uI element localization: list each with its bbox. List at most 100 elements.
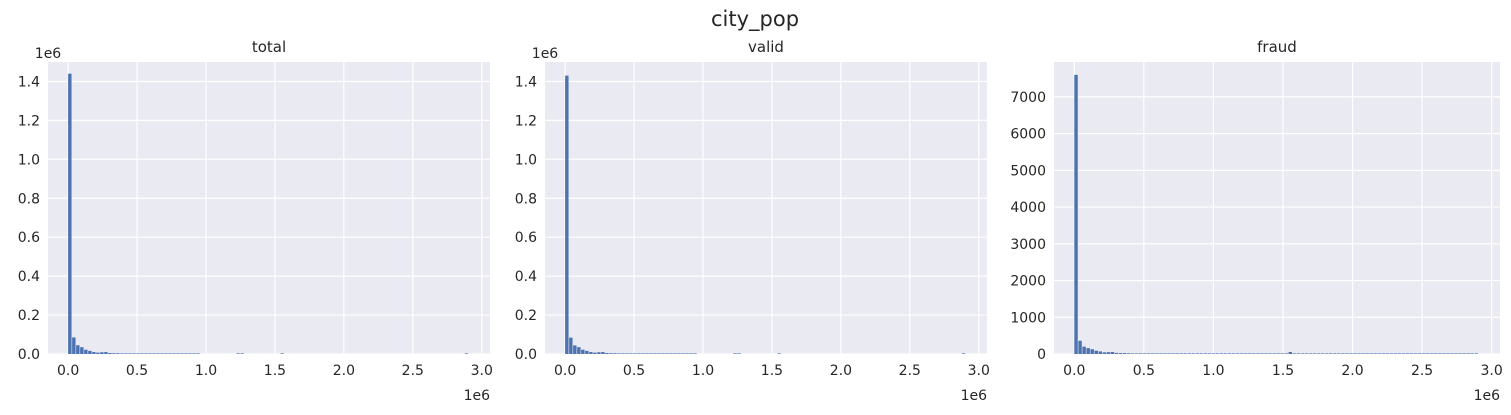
histogram-bar xyxy=(573,345,577,354)
y-tick-label: 1.2 xyxy=(515,113,537,129)
x-tick-label: 3.0 xyxy=(1481,363,1503,379)
histogram-bar xyxy=(581,349,585,354)
x-tick-label: 3.0 xyxy=(471,363,493,379)
histogram-bar xyxy=(180,353,184,354)
histogram-bar xyxy=(1090,349,1094,354)
histogram-bar xyxy=(1280,353,1284,354)
histogram-bar xyxy=(1086,348,1090,354)
x-tick-label: 2.0 xyxy=(1341,363,1363,379)
histogram-bar xyxy=(1320,353,1325,354)
y-tick-label: 1.0 xyxy=(515,152,537,168)
histogram-bar xyxy=(128,353,132,354)
histogram-bar xyxy=(1373,353,1377,354)
histogram-bar xyxy=(1078,340,1082,354)
histogram-bar xyxy=(1430,353,1434,354)
x-tick-label: 1.0 xyxy=(195,363,217,379)
x-tick-label: 0.0 xyxy=(1063,363,1085,379)
histogram-bar xyxy=(565,75,569,355)
subplot-fraud: fraud 0.0 0.5 1.0 1.5 2.0 2.5 3.0 0 1000 2000 3000 4… xyxy=(1010,38,1502,404)
x-tick-label: 0.5 xyxy=(1133,363,1155,379)
y-tick-label: 1.4 xyxy=(18,74,40,90)
histogram-bar xyxy=(88,350,92,354)
histogram-bar xyxy=(96,352,100,354)
histogram-bar xyxy=(1143,353,1147,354)
y-tick-label: 0.2 xyxy=(18,308,40,324)
histogram-bar xyxy=(1333,353,1337,354)
histogram-bar xyxy=(148,353,152,354)
histogram-bar xyxy=(1470,353,1474,354)
histogram-bar xyxy=(1446,353,1450,354)
histogram-bar xyxy=(1256,353,1260,354)
histogram-bar xyxy=(1312,353,1317,354)
histogram-bar xyxy=(164,353,168,354)
histogram-bar xyxy=(601,352,605,354)
histogram-bar xyxy=(1098,351,1103,354)
histogram-bar xyxy=(1450,353,1454,354)
subplot-title: valid xyxy=(748,38,784,56)
histogram-bar xyxy=(777,353,781,354)
y-tick-label: 2000 xyxy=(1010,274,1046,290)
y-tick-label: 0.6 xyxy=(515,230,537,246)
histogram-bar xyxy=(156,353,160,354)
x-offset-text: 1e6 xyxy=(1474,388,1501,404)
histogram-bar xyxy=(593,352,597,354)
histogram-bar xyxy=(92,352,96,354)
histogram-bar xyxy=(196,353,200,354)
histogram-bar xyxy=(1417,353,1422,354)
x-tick-label: 1.0 xyxy=(692,363,714,379)
histogram-bar xyxy=(1199,353,1204,354)
y-tick-label: 0.0 xyxy=(18,347,40,363)
histogram-bar xyxy=(1114,352,1119,354)
histogram-bar xyxy=(160,353,164,354)
histogram-bar xyxy=(172,353,176,354)
x-tick-label: 1.5 xyxy=(761,363,783,379)
histogram-bar xyxy=(569,337,573,354)
histogram-bar xyxy=(609,353,613,354)
y-tick-label: 0.2 xyxy=(515,308,537,324)
histogram-bar xyxy=(645,353,649,354)
histogram-bar xyxy=(1442,353,1446,354)
histogram-bar xyxy=(605,353,609,354)
histogram-bar xyxy=(1134,353,1139,354)
histogram-bar xyxy=(1385,353,1390,354)
histogram-bar xyxy=(1341,353,1345,354)
histogram-bar xyxy=(144,353,148,354)
histogram-bar xyxy=(1276,353,1280,354)
histogram-bar xyxy=(629,353,633,354)
histogram-bar xyxy=(80,347,84,354)
histogram-bar xyxy=(1288,351,1293,354)
histogram-bar xyxy=(1413,353,1418,354)
histogram-bar xyxy=(1219,353,1224,354)
histogram-bar xyxy=(633,353,637,354)
histogram-bar xyxy=(585,350,589,354)
histogram-bar xyxy=(657,353,661,354)
axes-background xyxy=(48,62,490,354)
histogram-bar xyxy=(1393,353,1398,354)
histogram-bar xyxy=(689,353,693,354)
histogram-bar xyxy=(1345,353,1349,354)
histogram-bar xyxy=(76,345,80,354)
y-tick-label: 0.4 xyxy=(18,269,40,285)
histogram-bar xyxy=(665,353,669,354)
y-tick-label: 1.0 xyxy=(18,152,40,168)
histogram-bar xyxy=(1454,353,1458,354)
histogram-bar xyxy=(1159,353,1163,354)
histogram-bar xyxy=(120,353,124,354)
histogram-bar xyxy=(1369,353,1373,354)
histogram-bar xyxy=(1401,353,1406,354)
histogram-bar xyxy=(677,353,681,354)
histogram-bar xyxy=(1126,353,1131,354)
x-tick-label: 1.0 xyxy=(1202,363,1224,379)
histogram-bar xyxy=(140,353,144,354)
histogram-bar xyxy=(1365,353,1369,354)
x-tick-label: 2.5 xyxy=(402,363,424,379)
histogram-bar xyxy=(597,352,601,354)
subplot-title: fraud xyxy=(1257,38,1297,56)
histogram-bar xyxy=(1353,353,1357,354)
histogram-bar xyxy=(1438,353,1442,354)
histogram-bar xyxy=(1122,353,1127,354)
histogram-bar xyxy=(1171,353,1175,354)
histogram-bar xyxy=(1284,353,1288,354)
